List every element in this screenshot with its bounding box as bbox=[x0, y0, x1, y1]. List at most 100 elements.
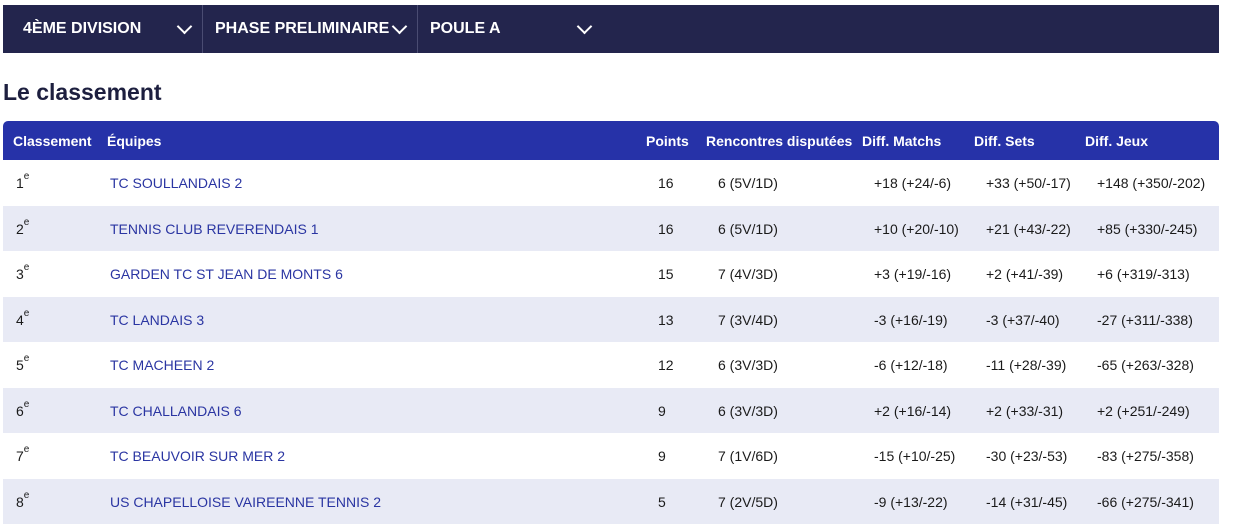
rank-cell: 8e bbox=[3, 490, 97, 510]
diff-matchs-cell: +2 (+16/-14) bbox=[874, 402, 952, 419]
diff-jeux-cell: -83 (+275/-358) bbox=[1097, 448, 1194, 464]
team-cell: GARDEN TC ST JEAN DE MONTS 6 bbox=[97, 266, 646, 282]
points-cell: 9 bbox=[658, 402, 666, 419]
diff-sets-cell: -11 (+28/-39) bbox=[986, 357, 1067, 373]
diff-matchs-cell: +10 (+20/-10) bbox=[874, 220, 959, 237]
team-cell: TC CHALLANDAIS 6 bbox=[97, 403, 646, 419]
diff-matchs-cell: +3 (+19/-16) bbox=[874, 266, 952, 282]
rank-suffix: e bbox=[23, 307, 30, 319]
rank-number: 8 bbox=[16, 493, 24, 510]
diff-matchs-cell: -15 (+10/-25) bbox=[874, 448, 956, 464]
rank-number: 1 bbox=[16, 175, 24, 191]
rank-number: 2 bbox=[16, 220, 24, 237]
diff-jeux-cell: -27 (+311/-338) bbox=[1097, 311, 1193, 328]
table-row: 6e TC CHALLANDAIS 6 9 6 (3V/3D) +2 (+16/-14)… bbox=[3, 388, 1219, 433]
table-row: 3e GARDEN TC ST JEAN DE MONTS 6 15 7 (4V/3D… bbox=[3, 251, 1219, 297]
column-header-equipes: Équipes bbox=[107, 132, 162, 149]
column-header-diff-jeux: Diff. Jeux bbox=[1085, 132, 1149, 149]
played-cell: 7 (4V/3D) bbox=[718, 266, 778, 282]
table-row: 1e TC SOULLANDAIS 2 16 6 (5V/1D) +18 (+24/-6… bbox=[3, 160, 1219, 206]
division-select-label: 4ÈME DIVISION bbox=[23, 20, 142, 37]
rank-cell: 1e bbox=[3, 171, 97, 191]
points-cell: 16 bbox=[658, 220, 674, 237]
team-link[interactable]: TC CHALLANDAIS 6 bbox=[110, 402, 242, 419]
team-link[interactable]: US CHAPELLOISE VAIREENNE TENNIS 2 bbox=[110, 493, 382, 510]
poule-select-label: POULE A bbox=[430, 20, 501, 37]
played-cell: 6 (5V/1D) bbox=[718, 175, 778, 191]
rank-number: 4 bbox=[16, 311, 24, 328]
diff-sets-cell: +33 (+50/-17) bbox=[986, 175, 1071, 191]
team-link[interactable]: TC LANDAIS 3 bbox=[110, 311, 205, 328]
team-link[interactable]: TC BEAUVOIR SUR MER 2 bbox=[110, 448, 286, 464]
phase-select-label: PHASE PRELIMINAIRE bbox=[215, 20, 390, 37]
points-cell: 5 bbox=[658, 493, 666, 510]
table-row: 2e TENNIS CLUB REVERENDAIS 1 16 6 (5V/1D) +1… bbox=[3, 206, 1219, 251]
diff-sets-cell: +2 (+33/-31) bbox=[986, 402, 1064, 419]
played-cell: 6 (5V/1D) bbox=[718, 220, 778, 237]
column-header-points: Points bbox=[646, 132, 689, 149]
diff-matchs-cell: -3 (+16/-19) bbox=[874, 311, 948, 328]
points-cell: 16 bbox=[658, 175, 674, 191]
phase-select[interactable]: PHASE PRELIMINAIRE bbox=[203, 5, 418, 53]
team-cell: TC SOULLANDAIS 2 bbox=[97, 175, 646, 191]
rank-cell: 6e bbox=[3, 399, 97, 419]
diff-jeux-cell: +148 (+350/-202) bbox=[1097, 175, 1206, 191]
played-cell: 7 (3V/4D) bbox=[718, 311, 778, 328]
rank-cell: 4e bbox=[3, 308, 97, 328]
column-header-rencontres: Rencontres disputées bbox=[706, 132, 853, 149]
rank-cell: 5e bbox=[3, 353, 97, 373]
diff-matchs-cell: -9 (+13/-22) bbox=[874, 493, 948, 510]
rank-suffix: e bbox=[23, 489, 30, 501]
table-row: 7e TC BEAUVOIR SUR MER 2 9 7 (1V/6D) -15 (+1… bbox=[3, 433, 1219, 479]
diff-jeux-cell: +85 (+330/-245) bbox=[1097, 220, 1198, 237]
diff-jeux-cell: +6 (+319/-313) bbox=[1097, 266, 1190, 282]
team-cell: TENNIS CLUB REVERENDAIS 1 bbox=[97, 221, 646, 237]
team-link[interactable]: TC SOULLANDAIS 2 bbox=[110, 175, 243, 191]
column-header-classement: Classement bbox=[13, 132, 92, 149]
team-cell: US CHAPELLOISE VAIREENNE TENNIS 2 bbox=[97, 494, 646, 510]
column-header-diff-sets: Diff. Sets bbox=[974, 132, 1035, 149]
points-cell: 9 bbox=[658, 448, 666, 464]
diff-jeux-cell: +2 (+251/-249) bbox=[1097, 402, 1190, 419]
played-cell: 7 (2V/5D) bbox=[718, 493, 778, 510]
rank-cell: 3e bbox=[3, 262, 97, 282]
column-header-diff-matchs: Diff. Matchs bbox=[862, 132, 942, 149]
division-select[interactable]: 4ÈME DIVISION bbox=[3, 5, 203, 53]
standings-table: Classement Équipes Points Rencontres dis… bbox=[3, 121, 1219, 524]
team-link[interactable]: TENNIS CLUB REVERENDAIS 1 bbox=[110, 220, 319, 237]
chevron-down-icon bbox=[391, 18, 408, 34]
chevron-down-icon bbox=[576, 18, 593, 34]
rank-number: 3 bbox=[16, 266, 24, 282]
rank-suffix: e bbox=[23, 262, 30, 273]
points-cell: 12 bbox=[658, 357, 674, 373]
diff-matchs-cell: -6 (+12/-18) bbox=[874, 357, 948, 373]
table-row: 5e TC MACHEEN 2 12 6 (3V/3D) -6 (+12/-18) -11… bbox=[3, 342, 1219, 388]
table-body: 1e TC SOULLANDAIS 2 16 6 (5V/1D) +18 (+24/-6… bbox=[3, 160, 1219, 524]
diff-matchs-cell: +18 (+24/-6) bbox=[874, 175, 952, 191]
points-cell: 13 bbox=[658, 311, 674, 328]
team-cell: TC MACHEEN 2 bbox=[97, 357, 646, 373]
rank-suffix: e bbox=[23, 216, 30, 228]
table-row: 8e US CHAPELLOISE VAIREENNE TENNIS 2 5 7 (2… bbox=[3, 479, 1219, 524]
team-cell: TC BEAUVOIR SUR MER 2 bbox=[97, 448, 646, 464]
diff-jeux-cell: -66 (+275/-341) bbox=[1097, 493, 1194, 510]
rank-number: 7 bbox=[16, 448, 24, 464]
diff-jeux-cell: -65 (+263/-328) bbox=[1097, 357, 1194, 373]
filter-bar: 4ÈME DIVISION PHASE PRELIMINAIRE POULE A bbox=[3, 5, 1219, 53]
team-link[interactable]: GARDEN TC ST JEAN DE MONTS 6 bbox=[110, 266, 343, 282]
played-cell: 6 (3V/3D) bbox=[718, 402, 778, 419]
poule-select[interactable]: POULE A bbox=[418, 5, 604, 53]
rank-number: 6 bbox=[16, 402, 24, 419]
diff-sets-cell: +21 (+43/-22) bbox=[986, 220, 1071, 237]
table-row: 4e TC LANDAIS 3 13 7 (3V/4D) -3 (+16/-19) -3 … bbox=[3, 297, 1219, 342]
table-header: Classement Équipes Points Rencontres dis… bbox=[3, 121, 1219, 160]
diff-sets-cell: -3 (+37/-40) bbox=[986, 311, 1060, 328]
rank-suffix: e bbox=[23, 444, 30, 455]
rank-suffix: e bbox=[23, 353, 30, 364]
team-link[interactable]: TC MACHEEN 2 bbox=[110, 357, 215, 373]
rank-suffix: e bbox=[23, 398, 30, 410]
chevron-down-icon bbox=[176, 18, 193, 34]
team-cell: TC LANDAIS 3 bbox=[97, 312, 646, 328]
diff-sets-cell: -14 (+31/-45) bbox=[986, 493, 1068, 510]
rank-suffix: e bbox=[23, 171, 30, 182]
